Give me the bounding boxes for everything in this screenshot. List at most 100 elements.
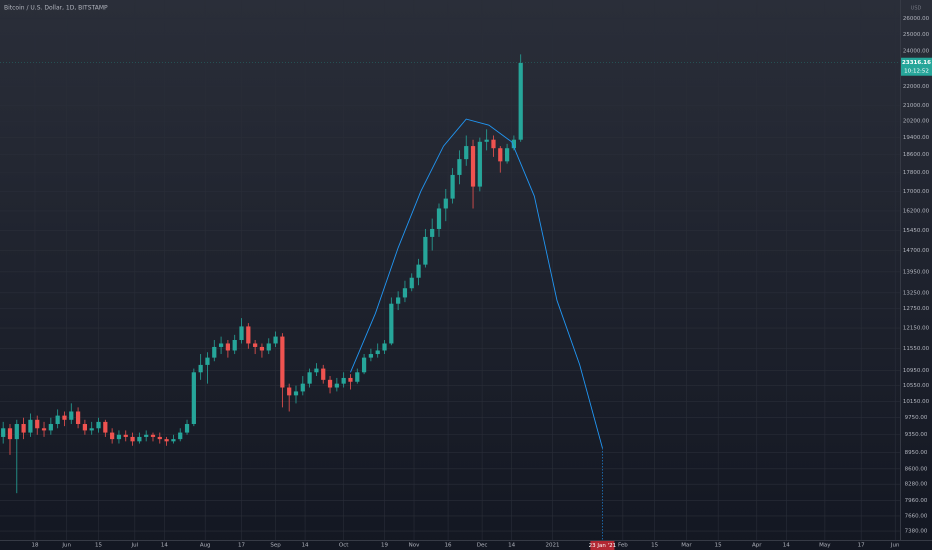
candle-body bbox=[293, 391, 299, 396]
candle-body bbox=[198, 364, 203, 373]
y-tick-label: 19400.00 bbox=[903, 135, 930, 141]
candle-body bbox=[436, 208, 442, 229]
candle-body bbox=[266, 343, 271, 351]
arc-drawing bbox=[350, 118, 603, 449]
candle-body bbox=[123, 434, 128, 437]
candle-body bbox=[82, 424, 88, 431]
candle-body bbox=[416, 264, 421, 278]
x-tick-label: Jun bbox=[890, 543, 900, 549]
x-tick-label: 14 bbox=[508, 543, 515, 549]
candle-body bbox=[423, 236, 428, 265]
candle-body bbox=[307, 372, 312, 384]
symbol-title: Bitcoin / U.S. Dollar, 1D, BITSTAMP bbox=[4, 5, 108, 12]
candle-body bbox=[28, 419, 33, 433]
candle-body bbox=[327, 379, 333, 388]
candle-body bbox=[484, 139, 489, 142]
y-tick-label: 9750.00 bbox=[905, 415, 928, 421]
candle-body bbox=[287, 387, 292, 396]
x-tick-label: 2021 bbox=[545, 543, 559, 549]
candle-body bbox=[518, 63, 523, 140]
x-tick-label: 14 bbox=[302, 543, 309, 549]
x-tick-label: 15 bbox=[95, 543, 102, 549]
candle-body bbox=[259, 346, 265, 351]
x-tick-label: 17 bbox=[858, 543, 865, 549]
candle-body bbox=[116, 434, 122, 440]
y-tick-label: 17800.00 bbox=[903, 170, 930, 176]
candle-body bbox=[504, 148, 510, 162]
candle-body bbox=[55, 415, 60, 425]
candle-body bbox=[89, 428, 94, 431]
candle-body bbox=[218, 343, 224, 347]
candle-body bbox=[498, 148, 503, 162]
candle-body bbox=[457, 159, 462, 175]
x-tick-label: Mar bbox=[681, 543, 692, 549]
y-tick-label: 26000.00 bbox=[903, 16, 930, 22]
y-tick-label: 16200.00 bbox=[903, 208, 930, 214]
candle-body bbox=[178, 432, 183, 440]
y-tick-label: 14700.00 bbox=[903, 248, 930, 254]
candle-body bbox=[314, 368, 319, 373]
candle-body bbox=[171, 439, 176, 442]
candle-body bbox=[7, 428, 13, 440]
candle-body bbox=[1, 428, 6, 437]
y-tick-label: 7660.00 bbox=[905, 513, 928, 519]
candle-body bbox=[355, 372, 360, 382]
plot bbox=[0, 54, 900, 540]
currency-label: USD bbox=[911, 6, 922, 12]
x-tick-label: Apr bbox=[752, 543, 762, 549]
y-tick-label: 12750.00 bbox=[903, 306, 930, 312]
y-tick-label: 7960.00 bbox=[905, 498, 928, 504]
candle-body bbox=[212, 346, 217, 358]
y-tick-label: 7380.00 bbox=[905, 529, 928, 535]
candle-body bbox=[62, 415, 67, 420]
x-tick-label: 15 bbox=[651, 543, 658, 549]
y-tick-label: 13950.00 bbox=[903, 269, 930, 275]
x-tick-label: Feb bbox=[618, 543, 628, 549]
y-tick-label: 12150.00 bbox=[903, 326, 930, 332]
candle-body bbox=[382, 343, 387, 351]
candle-body bbox=[511, 139, 517, 149]
candle-body bbox=[368, 354, 374, 358]
x-tick-label: 19 bbox=[381, 543, 388, 549]
candle-body bbox=[280, 336, 285, 388]
candle-body bbox=[75, 411, 81, 425]
y-tick-label: 8600.00 bbox=[905, 466, 928, 472]
y-tick-label: 10950.00 bbox=[903, 368, 930, 374]
candle-body bbox=[430, 228, 435, 237]
candle-body bbox=[14, 424, 19, 440]
last-price-tag bbox=[901, 57, 932, 76]
candle-body bbox=[239, 326, 244, 341]
x-tick-label: May bbox=[819, 543, 831, 549]
y-tick-label: 24000.00 bbox=[903, 48, 930, 54]
x-tick-label: Aug bbox=[200, 543, 211, 549]
y-tick-label: 10550.00 bbox=[903, 383, 930, 389]
candle-body bbox=[491, 139, 496, 149]
candle-body bbox=[150, 434, 156, 437]
candle-body bbox=[334, 383, 339, 388]
x-tick-label: 18 bbox=[31, 543, 38, 549]
y-tick-label: 22000.00 bbox=[903, 84, 930, 90]
candle-body bbox=[21, 424, 26, 433]
candle-body bbox=[470, 146, 476, 187]
candle-body bbox=[348, 377, 353, 382]
candle-body bbox=[69, 411, 74, 420]
x-tick-label: Sep bbox=[270, 543, 281, 549]
candle-body bbox=[253, 343, 258, 347]
candle-body bbox=[450, 174, 455, 199]
x-tick-label: Oct bbox=[339, 543, 349, 549]
y-tick-label: 25000.00 bbox=[903, 32, 930, 38]
candle-body bbox=[443, 198, 448, 209]
candle-body bbox=[191, 372, 196, 425]
candle-body bbox=[375, 350, 380, 355]
candle-body bbox=[273, 336, 278, 344]
candle-body bbox=[477, 141, 482, 187]
candle-body bbox=[48, 424, 53, 431]
y-tick-label: 10150.00 bbox=[903, 399, 930, 405]
y-tick-label: 17000.00 bbox=[903, 189, 930, 195]
candle-body bbox=[464, 146, 469, 160]
candle-body bbox=[110, 432, 115, 440]
candle-body bbox=[144, 434, 149, 437]
candle-body bbox=[246, 326, 251, 344]
y-tick-label: 20200.00 bbox=[903, 119, 930, 125]
